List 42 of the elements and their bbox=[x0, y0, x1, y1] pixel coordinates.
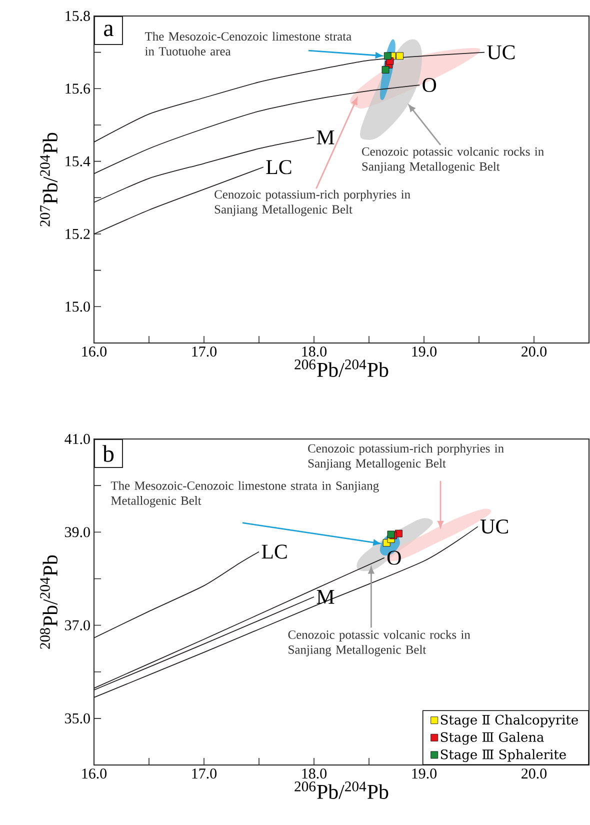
series-label: M bbox=[316, 590, 334, 604]
x-tick-label: 19.0 bbox=[412, 346, 437, 357]
annotation: Cenozoic potassic volcanic rocks in Sanjiang Metallogenic Belt bbox=[288, 630, 470, 656]
annotation: The Mesozoic-Cenozoic limestone strata in Sanjiang Metallogenic Belt bbox=[110, 481, 379, 508]
series-label: UC bbox=[487, 45, 515, 60]
x-tick-label: 16.0 bbox=[82, 346, 107, 357]
legend-label: Stage Ⅱ Chalcopyrite bbox=[440, 714, 578, 728]
series-label: O bbox=[387, 550, 401, 565]
x-tick-label: 18.0 bbox=[302, 346, 327, 357]
series-label: LC bbox=[266, 160, 292, 174]
annotation: The Mesozoic-Cenozoic limestone strata in Tuotuohe area bbox=[145, 32, 352, 56]
x-tick-label: 20.0 bbox=[522, 346, 547, 357]
y-tick-label: 41.0 bbox=[64, 434, 90, 444]
x-tick-label: 17.0 bbox=[192, 768, 217, 779]
y-tick-label: 35.0 bbox=[65, 713, 90, 724]
annotation: Cenozoic potassium-rich porphyries in Sanjiang Metallogenic Belt bbox=[214, 190, 410, 216]
x-tick-label: 19.0 bbox=[412, 768, 437, 779]
y-tick-label: 39.0 bbox=[65, 527, 90, 538]
series-label: O bbox=[422, 78, 436, 92]
y-tick-label: 15.6 bbox=[66, 84, 90, 94]
chart-title: a bbox=[104, 24, 114, 36]
y-tick-label: 15.0 bbox=[66, 302, 90, 312]
x-axis-title: $^{206}$Pb/$^{204}$Pb bbox=[294, 360, 388, 377]
chart-title: b bbox=[102, 445, 114, 462]
annotation: Cenozoic potassic volcanic rocks in Sanjiang Metallogenic Belt bbox=[362, 146, 544, 174]
x-tick-label: 20.0 bbox=[522, 768, 547, 779]
legend-label: Stage Ⅲ Sphalerite bbox=[440, 749, 566, 762]
y-axis-title: $^{208}$Pb/$^{204}$Pb bbox=[40, 555, 58, 649]
y-tick-label: 15.2 bbox=[66, 228, 90, 240]
series-label: LC bbox=[262, 544, 287, 559]
series-label: UC bbox=[480, 520, 508, 534]
series-label: M bbox=[316, 130, 334, 144]
x-tick-label: 16.0 bbox=[82, 768, 107, 779]
y-tick-label: 37.0 bbox=[65, 620, 90, 630]
y-tick-label: 15.4 bbox=[66, 156, 90, 166]
legend-label: Stage Ⅲ Galena bbox=[440, 732, 544, 745]
x-axis-title: $^{206}$Pb/$^{204}$Pb bbox=[294, 782, 388, 799]
x-tick-label: 18.0 bbox=[302, 768, 327, 779]
y-tick-label: 15.8 bbox=[66, 10, 90, 22]
annotation: Cenozoic potassium-rich porphyries in Sanjiang Metallogenic Belt bbox=[308, 444, 504, 470]
y-axis-title: $^{207}$Pb/$^{204}$Pb bbox=[40, 132, 58, 226]
x-tick-label: 17.0 bbox=[192, 346, 217, 357]
